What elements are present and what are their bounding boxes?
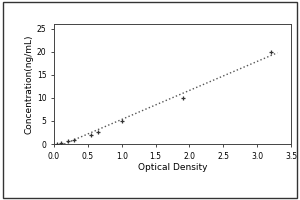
Y-axis label: Concentration(ng/mL): Concentration(ng/mL) — [25, 34, 34, 134]
X-axis label: Optical Density: Optical Density — [138, 163, 207, 172]
